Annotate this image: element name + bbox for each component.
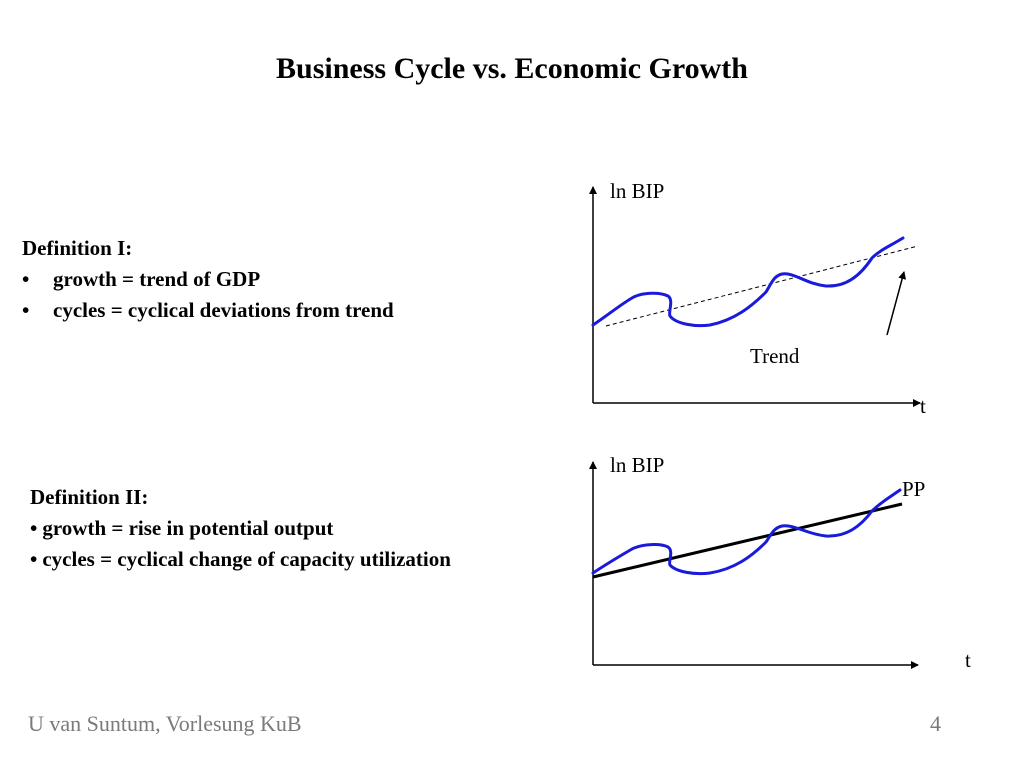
definition-1-heading: Definition I: — [22, 236, 133, 260]
y-axis-label: ln BIP — [610, 453, 664, 477]
trend-annotation: Trend — [750, 344, 800, 368]
bullet-text: growth = rise in potential output — [42, 516, 334, 540]
business-cycle-curve — [591, 488, 902, 576]
definition-1: Definition I: • growth = trend of GDP • … — [22, 233, 394, 326]
x-axis-label: t — [965, 648, 971, 672]
bullet-marker: • — [30, 547, 38, 571]
bullet-marker: • — [22, 298, 30, 322]
definition-2-bullet: • cycles = cyclical change of capacity ut… — [30, 544, 451, 575]
diagram-1: ln BIP t Trend — [589, 179, 926, 418]
bullet-text: growth = trend of GDP — [53, 267, 261, 291]
bullet-text: cycles = cyclical change of capacity uti… — [42, 547, 451, 571]
slide-title: Business Cycle vs. Economic Growth — [276, 52, 748, 85]
x-axis-label: t — [920, 394, 926, 418]
bullet-marker: • — [30, 516, 38, 540]
footer-author: U van Suntum, Vorlesung KuB — [28, 711, 302, 736]
y-axis-label: ln BIP — [610, 179, 664, 203]
diagram-2: ln BIP t PP — [589, 453, 971, 672]
definition-1-bullet: • growth = trend of GDP — [22, 264, 394, 295]
definition-1-bullet: • cycles = cyclical deviations from tren… — [22, 295, 394, 326]
pp-label: PP — [902, 477, 925, 501]
bullet-text: cycles = cyclical deviations from trend — [53, 298, 394, 322]
definition-2-bullet: • growth = rise in potential output — [30, 513, 451, 544]
bullet-marker: • — [22, 267, 30, 291]
potential-output-line — [592, 502, 903, 579]
trend-line — [605, 245, 919, 327]
definition-2: Definition II: • growth = rise in potenti… — [30, 482, 451, 575]
business-cycle-curve — [591, 236, 905, 328]
definition-2-heading: Definition II: — [30, 485, 149, 509]
trend-arrow — [886, 271, 907, 336]
page-number: 4 — [930, 711, 941, 736]
